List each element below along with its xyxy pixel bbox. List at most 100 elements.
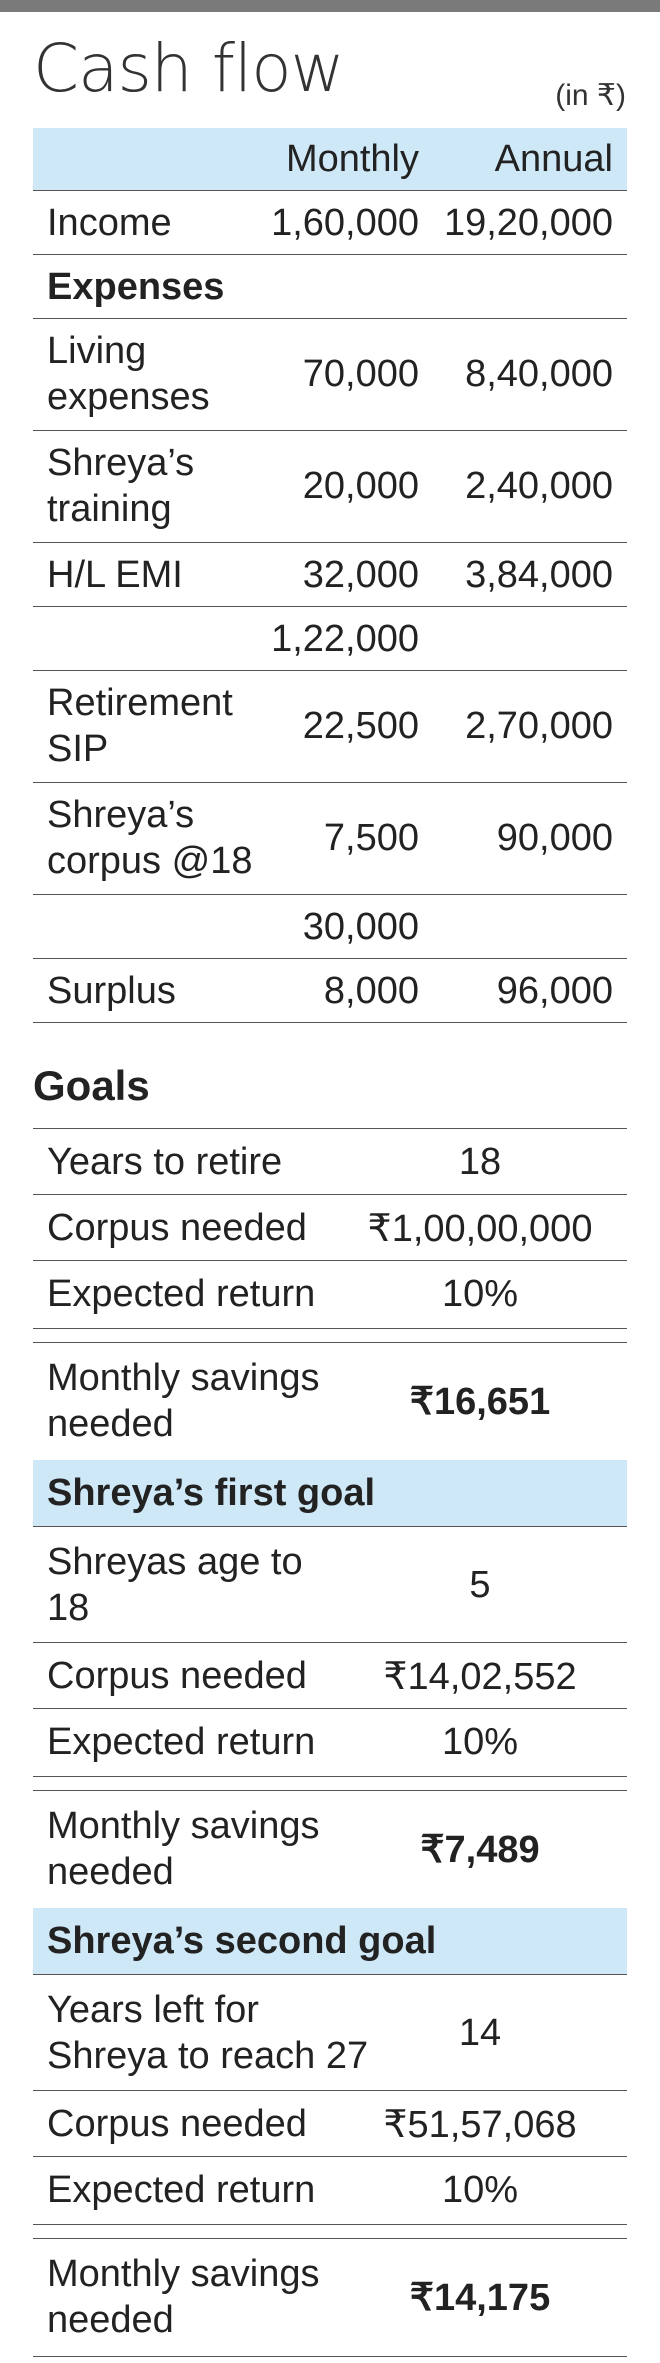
annual-value: 96,000 <box>496 969 613 1012</box>
divider <box>33 1342 627 1343</box>
goal-value: 10% <box>441 1720 519 1763</box>
goal-row: Corpus needed ₹1,00,00,000 <box>33 1196 627 1260</box>
row-label: Shreya’s training <box>47 441 195 530</box>
row-label: Surplus <box>47 969 176 1012</box>
annual-value: 3,84,000 <box>465 553 613 596</box>
table-header: Monthly Annual <box>33 128 627 190</box>
goal-label: Monthly savings needed <box>47 1356 320 1445</box>
expenses-label: Expenses <box>47 265 225 308</box>
divider <box>33 542 627 543</box>
section-title: Shreya’s second goal <box>47 1919 437 1962</box>
divider <box>33 1974 627 1975</box>
divider <box>33 1260 627 1261</box>
row-label: Income <box>47 201 172 244</box>
annual-value: 90,000 <box>496 816 613 859</box>
table-row-living: Living expenses 70,000 8,40,000 <box>33 320 627 428</box>
goal-value: 5 <box>469 1563 491 1606</box>
goal-label: Corpus needed <box>47 1654 307 1697</box>
divider <box>33 2224 627 2225</box>
goal-label: Monthly savings needed <box>47 1804 320 1893</box>
section-title: Shreya’s first goal <box>47 1471 376 1514</box>
page-title: Cash flow <box>33 30 345 107</box>
goal-label: Monthly savings needed <box>47 2252 320 2341</box>
divider <box>33 2238 627 2239</box>
divider <box>33 670 627 671</box>
divider <box>33 1128 627 1129</box>
table-row-income: Income 1,60,000 19,20,000 <box>33 192 627 254</box>
section-label-expenses: Expenses <box>33 256 627 318</box>
goal-label: Expected return <box>47 2168 316 2211</box>
divider <box>33 2156 627 2157</box>
goal-value: ₹16,651 <box>409 1380 551 1423</box>
goal-label: Expected return <box>47 1272 316 1315</box>
goal-value: 14 <box>458 2011 502 2054</box>
goal-label: Shreyas age to 18 <box>47 1540 303 1629</box>
unit-label: (in ₹) <box>555 79 626 112</box>
divider <box>33 1790 627 1791</box>
goal-row-savings: Monthly savings needed ₹16,651 <box>33 1344 627 1458</box>
divider <box>33 606 627 607</box>
monthly-value: 7,500 <box>323 816 419 859</box>
goal-row-savings: Monthly savings needed ₹7,489 <box>33 1792 627 1906</box>
goal-value: ₹14,175 <box>409 2276 551 2319</box>
divider <box>33 1776 627 1777</box>
divider <box>33 1022 627 1023</box>
goal-label: Corpus needed <box>47 2102 307 2145</box>
divider <box>33 430 627 431</box>
row-label: Retirement SIP <box>47 681 233 770</box>
table-row-emi: H/L EMI 32,000 3,84,000 <box>33 544 627 606</box>
monthly-value: 22,500 <box>302 704 419 747</box>
goal-label: Years left for Shreya to reach 27 <box>47 1988 369 2077</box>
goal-value: ₹14,02,552 <box>383 1655 577 1698</box>
goals-heading: Goals <box>33 1062 150 1109</box>
section-header-first-goal: Shreya’s first goal <box>33 1460 627 1526</box>
divider <box>33 958 627 959</box>
goal-row: Years to retire 18 <box>33 1130 627 1194</box>
goal-value: ₹7,489 <box>420 1828 540 1871</box>
row-label: Living expenses <box>47 329 210 418</box>
monthly-value: 1,60,000 <box>271 201 419 244</box>
table-row-subtotal: 30,000 <box>33 896 627 958</box>
table-row-subtotal: 1,22,000 <box>33 608 627 670</box>
top-rule <box>0 0 660 12</box>
annual-value: 2,70,000 <box>465 704 613 747</box>
goal-row: Shreyas age to 18 5 <box>33 1528 627 1642</box>
column-header-annual: Annual <box>494 137 613 180</box>
divider <box>33 318 627 319</box>
monthly-value: 20,000 <box>302 464 419 507</box>
goal-row: Expected return 10% <box>33 1262 627 1326</box>
goal-label: Expected return <box>47 1720 316 1763</box>
divider <box>33 1194 627 1195</box>
divider <box>33 2090 627 2091</box>
divider <box>33 1642 627 1643</box>
divider <box>33 782 627 783</box>
table-row-training: Shreya’s training 20,000 2,40,000 <box>33 432 627 540</box>
monthly-value: 32,000 <box>302 553 419 596</box>
goal-row: Expected return 10% <box>33 1710 627 1774</box>
table-row-corpus18: Shreya’s corpus @18 7,500 90,000 <box>33 784 627 892</box>
divider <box>33 1708 627 1709</box>
divider <box>33 1526 627 1527</box>
goal-label: Years to retire <box>47 1140 283 1183</box>
annual-value: 2,40,000 <box>465 464 613 507</box>
goal-value: ₹51,57,068 <box>383 2103 577 2146</box>
goal-label: Corpus needed <box>47 1206 307 1249</box>
goal-row: Years left for Shreya to reach 27 14 <box>33 1976 627 2090</box>
divider <box>33 1328 627 1329</box>
table-row-surplus: Surplus 8,000 96,000 <box>33 960 627 1022</box>
row-label: Shreya’s corpus @18 <box>47 793 253 882</box>
goal-row: Corpus needed ₹14,02,552 <box>33 1644 627 1708</box>
goal-value: ₹1,00,00,000 <box>367 1207 593 1250</box>
goal-row: Corpus needed ₹51,57,068 <box>33 2092 627 2156</box>
divider <box>33 2356 627 2357</box>
section-header-second-goal: Shreya’s second goal <box>33 1908 627 1974</box>
goal-value: 10% <box>441 1272 519 1315</box>
table-row-retirement-sip: Retirement SIP 22,500 2,70,000 <box>33 672 627 780</box>
annual-value: 19,20,000 <box>443 201 613 244</box>
row-label: H/L EMI <box>47 553 183 596</box>
subtotal-value: 1,22,000 <box>271 617 419 660</box>
goal-value: 10% <box>441 2168 519 2211</box>
monthly-value: 8,000 <box>323 969 419 1012</box>
column-header-monthly: Monthly <box>285 137 419 180</box>
divider <box>33 254 627 255</box>
